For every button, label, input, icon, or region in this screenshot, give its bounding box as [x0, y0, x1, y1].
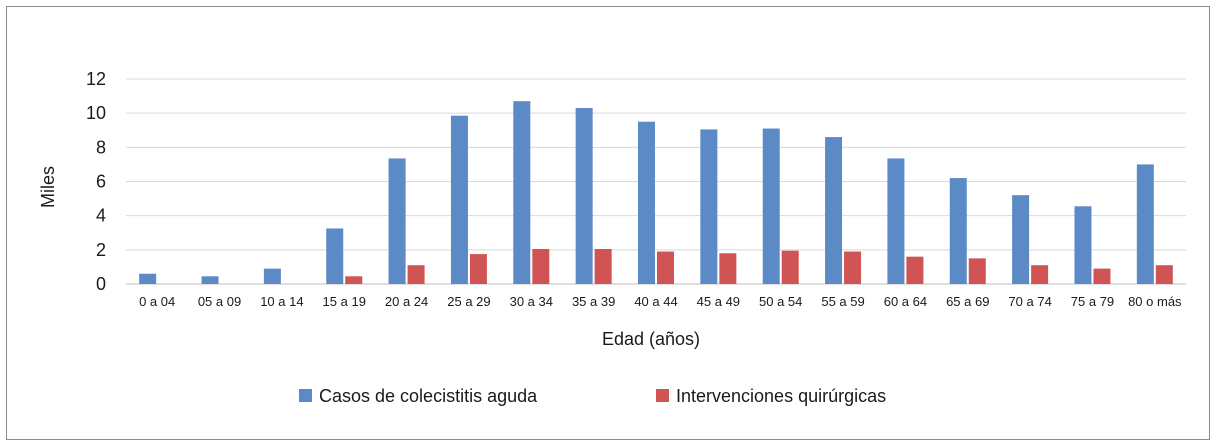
- bar-casos: [263, 268, 281, 284]
- bar-intervenciones: [1031, 265, 1049, 284]
- bar-intervenciones: [1093, 268, 1111, 284]
- legend-swatch-intervenciones: [656, 389, 669, 402]
- bar-casos: [388, 158, 406, 284]
- bar-intervenciones: [1155, 265, 1173, 284]
- x-tick-label: 65 a 69: [946, 294, 989, 309]
- bar-intervenciones: [844, 251, 862, 284]
- bar-intervenciones: [407, 265, 425, 284]
- bar-casos: [1136, 164, 1154, 284]
- y-tick-label: 6: [96, 172, 106, 192]
- chart-frame: [6, 6, 1210, 440]
- x-tick-label: 80 o más: [1128, 294, 1182, 309]
- bar-casos: [700, 129, 718, 284]
- x-tick-label: 10 a 14: [260, 294, 303, 309]
- y-axis-ticks: 0 2 4 6 8 10 12: [86, 69, 106, 294]
- y-axis-label: Miles: [38, 166, 58, 208]
- x-tick-label: 0 a 04: [139, 294, 175, 309]
- bar-intervenciones: [906, 256, 924, 284]
- y-tick-label: 12: [86, 69, 106, 89]
- gridlines: [126, 78, 1186, 285]
- x-tick-label: 30 a 34: [510, 294, 553, 309]
- y-tick-label: 4: [96, 206, 106, 226]
- x-tick-label: 20 a 24: [385, 294, 428, 309]
- bar-casos: [326, 228, 344, 284]
- y-tick-label: 0: [96, 274, 106, 294]
- legend-label-intervenciones: Intervenciones quirúrgicas: [676, 386, 886, 406]
- legend: Casos de colecistitis aguda Intervencione…: [299, 386, 886, 406]
- bar-intervenciones: [532, 248, 550, 284]
- bar-intervenciones: [345, 276, 363, 284]
- x-tick-label: 50 a 54: [759, 294, 802, 309]
- bar-casos: [1012, 195, 1030, 284]
- x-tick-label: 75 a 79: [1071, 294, 1114, 309]
- bar-casos: [762, 128, 780, 284]
- y-tick-label: 8: [96, 137, 106, 157]
- x-tick-label: 70 a 74: [1008, 294, 1051, 309]
- x-tick-label: 45 a 49: [697, 294, 740, 309]
- x-tick-label: 40 a 44: [634, 294, 677, 309]
- x-tick-label: 55 a 59: [821, 294, 864, 309]
- x-tick-label: 05 a 09: [198, 294, 241, 309]
- bar-casos: [825, 137, 843, 284]
- legend-swatch-casos: [299, 389, 312, 402]
- y-tick-label: 2: [96, 240, 106, 260]
- bar-casos: [575, 108, 593, 285]
- legend-label-casos: Casos de colecistitis aguda: [319, 386, 538, 406]
- bar-intervenciones: [469, 254, 487, 284]
- bar-casos: [638, 121, 655, 284]
- bar-intervenciones: [657, 251, 674, 284]
- bar-casos: [1074, 206, 1092, 284]
- bar-casos: [513, 101, 531, 284]
- bars: [139, 101, 1173, 285]
- bar-intervenciones: [719, 253, 737, 284]
- x-tick-label: 35 a 39: [572, 294, 615, 309]
- bar-casos: [139, 273, 157, 284]
- bar-casos: [201, 276, 219, 284]
- x-tick-label: 15 a 19: [323, 294, 366, 309]
- x-axis-ticks: 0 a 04 05 a 09 10 a 14 15 a 19 20 a 24 25 a 2…: [139, 294, 1182, 309]
- bar-intervenciones: [594, 248, 612, 284]
- bar-casos: [887, 158, 905, 284]
- y-tick-label: 10: [86, 103, 106, 123]
- x-tick-label: 60 a 64: [884, 294, 927, 309]
- bar-intervenciones: [968, 258, 986, 284]
- bar-casos: [949, 178, 967, 284]
- x-axis-label: Edad (años): [602, 329, 700, 349]
- x-tick-label: 25 a 29: [447, 294, 490, 309]
- bar-casos: [450, 115, 468, 285]
- bar-intervenciones: [781, 250, 799, 284]
